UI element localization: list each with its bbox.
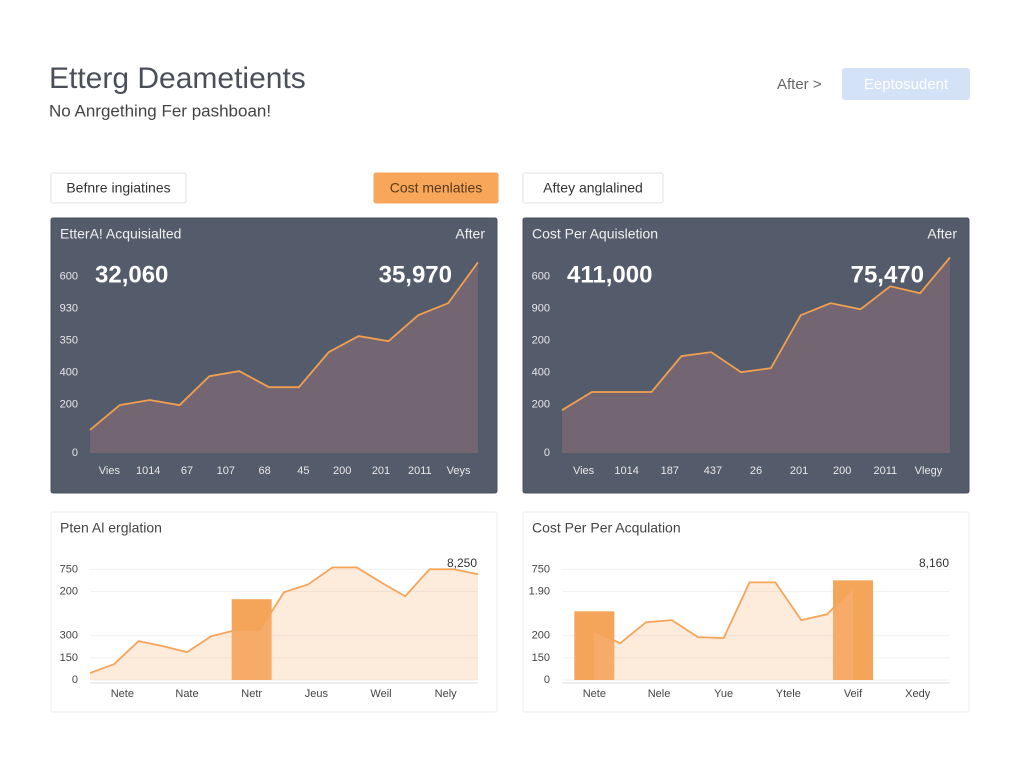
x-tick-label: Vies [573, 465, 595, 477]
line [561, 256, 951, 411]
tab[interactable] [50, 172, 187, 204]
y-tick-label: 200 [60, 585, 78, 597]
page-title: Etterg Deametients [49, 62, 306, 95]
panel-corner: After [455, 226, 485, 242]
x-tick-label: 200 [833, 465, 851, 477]
x-tick-label: Nate [175, 688, 198, 700]
y-tick-label: 1.90 [529, 585, 550, 597]
y-tick-label: 400 [532, 367, 550, 379]
x-tick-label: Xedy [905, 688, 931, 700]
area [90, 262, 478, 453]
panel-corner: After [927, 226, 957, 242]
y-tick-label: 400 [60, 367, 78, 379]
x-tick-label: Nete [111, 688, 134, 700]
x-tick-label: Jeus [305, 688, 329, 700]
y-tick-label: 750 [532, 563, 550, 575]
x-tick-label: 437 [704, 465, 722, 477]
line [593, 581, 854, 645]
x-tick-label: 201 [790, 465, 808, 477]
x-tick-label: 1014 [136, 465, 160, 477]
x-tick-label: 2011 [408, 465, 432, 477]
y-tick-label: 200 [532, 399, 550, 411]
highlight-value: 411,000 [567, 261, 652, 288]
y-tick-label: 750 [60, 563, 78, 575]
tab-label[interactable]: Aftey anglalined [543, 180, 643, 196]
panel-title: Cost Per Per Acqulation [532, 520, 681, 536]
panel [50, 511, 498, 713]
annotation: 8,250 [447, 556, 477, 570]
x-tick-label: 107 [217, 465, 235, 477]
x-tick-label: 187 [661, 465, 679, 477]
action-button-label[interactable]: Eeptosudent [864, 76, 949, 93]
y-tick-label: 930 [60, 302, 78, 314]
y-tick-label: 200 [60, 399, 78, 411]
x-tick-label: Nely [435, 688, 458, 700]
y-tick-label: 350 [60, 335, 78, 347]
y-tick-label: 0 [544, 447, 550, 459]
x-tick-label: 45 [297, 465, 309, 477]
nav-link[interactable]: After > [777, 76, 822, 93]
tab[interactable] [373, 172, 499, 204]
x-tick-label: Ytele [776, 688, 801, 700]
y-tick-label: 200 [532, 630, 550, 642]
action-button[interactable] [842, 68, 970, 100]
bar [574, 611, 615, 680]
x-tick-label: 2011 [874, 465, 898, 477]
panel-title: Pten Al erglation [60, 520, 162, 536]
tab-label[interactable]: Befnre ingiatines [66, 180, 170, 196]
y-tick-label: 0 [544, 674, 550, 686]
highlight-value: 35,970 [379, 261, 452, 288]
x-tick-label: Nete [583, 688, 606, 700]
area [594, 582, 853, 680]
x-tick-label: Vlegy [915, 465, 943, 477]
y-tick-label: 0 [72, 674, 78, 686]
x-tick-label: Veys [447, 465, 471, 477]
x-tick-label: Nele [648, 688, 671, 700]
x-tick-label: Netr [241, 688, 262, 700]
x-tick-label: 201 [372, 465, 390, 477]
x-tick-label: 26 [750, 465, 762, 477]
line [89, 261, 479, 431]
x-tick-label: Weil [370, 688, 391, 700]
y-tick-label: 0 [72, 447, 78, 459]
x-tick-label: 67 [181, 465, 193, 477]
highlight-value: 32,060 [95, 261, 168, 288]
bar [231, 599, 272, 680]
line [89, 566, 479, 674]
y-tick-label: 600 [60, 270, 78, 282]
x-tick-label: 1014 [614, 465, 638, 477]
y-tick-label: 150 [532, 652, 550, 664]
area [90, 567, 478, 680]
y-tick-label: 200 [532, 335, 550, 347]
y-tick-label: 600 [532, 270, 550, 282]
x-tick-label: Yue [714, 688, 733, 700]
x-tick-label: 68 [258, 465, 270, 477]
y-tick-label: 900 [532, 302, 550, 314]
x-tick-label: Vies [99, 465, 121, 477]
highlight-value: 75,470 [851, 261, 924, 288]
bar [833, 580, 873, 680]
y-tick-label: 150 [60, 652, 78, 664]
x-tick-label: Veif [844, 688, 863, 700]
annotation: 8,160 [919, 556, 949, 570]
panel-title: Cost Per Aquisletion [532, 226, 658, 242]
area [562, 257, 950, 453]
page-subtitle: No Anrgething Fer pashboan! [49, 101, 271, 120]
y-tick-label: 300 [60, 630, 78, 642]
panel-title: EtterA! Acquisialted [60, 226, 181, 242]
x-tick-label: 200 [333, 465, 351, 477]
tab[interactable] [522, 172, 664, 204]
tab-label[interactable]: Cost menlaties [390, 180, 483, 196]
